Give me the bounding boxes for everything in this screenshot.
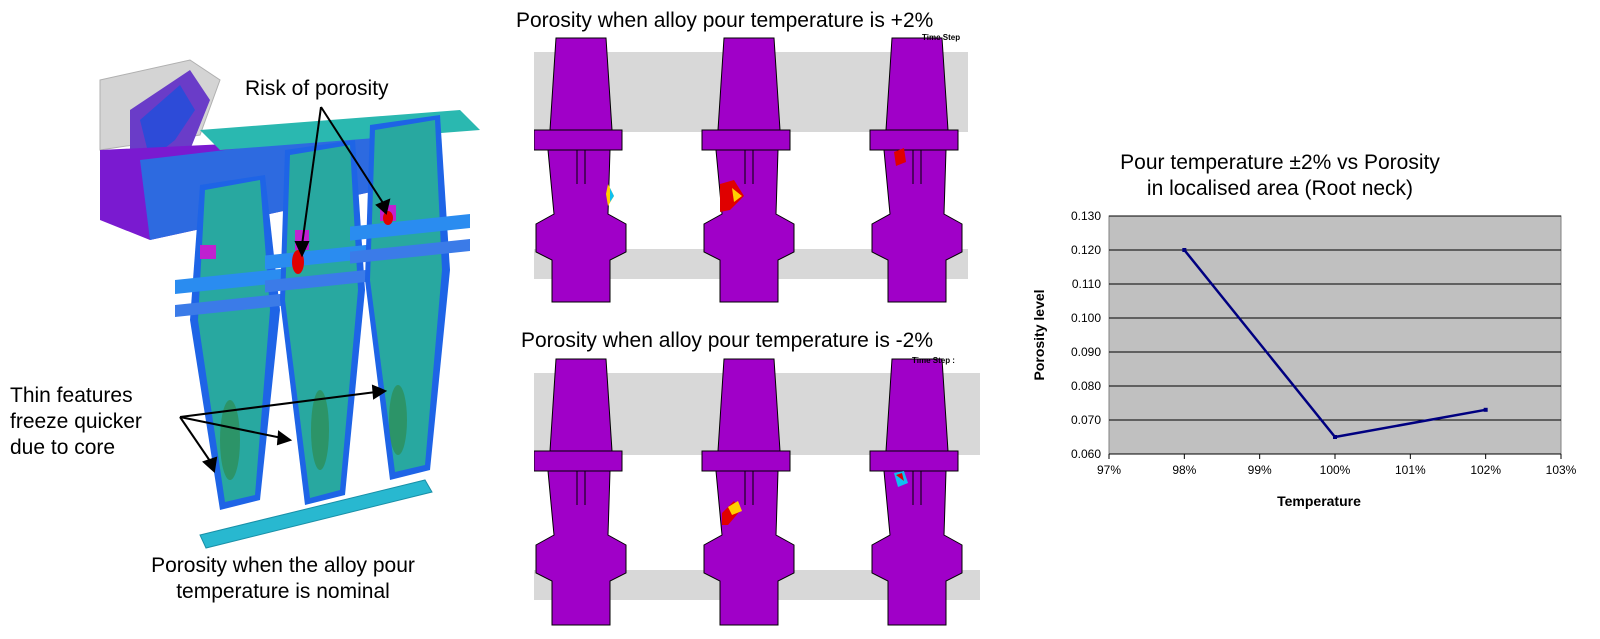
- nominal-caption-line2: temperature is nominal: [176, 580, 390, 603]
- risk-of-porosity-label: Risk of porosity: [245, 77, 389, 100]
- x-tick-label: 97%: [1097, 463, 1121, 477]
- data-point: [1483, 407, 1488, 412]
- thin-features-line3: due to core: [10, 436, 116, 459]
- y-tick-label: 0.110: [1072, 277, 1101, 291]
- thin-features-label: Thin features freeze quicker due to core: [10, 383, 142, 461]
- x-tick-label: 103%: [1546, 463, 1577, 477]
- nominal-caption-line1: Porosity when the alloy pour: [151, 554, 415, 577]
- y-tick-label: 0.080: [1071, 379, 1101, 393]
- x-tick-label: 101%: [1395, 463, 1426, 477]
- thin-features-line2: freeze quicker: [10, 410, 142, 433]
- plot-area: [1108, 215, 1562, 455]
- y-tick-label: 0.100: [1071, 311, 1101, 325]
- nominal-caption: Porosity when the alloy pour temperature…: [118, 553, 448, 605]
- y-tick-label: 0.070: [1071, 413, 1101, 427]
- y-tick-label: 0.060: [1071, 447, 1101, 461]
- y-tick-labels: 0.060 0.070 0.080 0.090 0.100 0.110 0.120 0.130: [1071, 209, 1101, 461]
- x-tick-label: 98%: [1172, 463, 1196, 477]
- x-tick-label: 99%: [1248, 463, 1272, 477]
- porosity-spot: [728, 501, 742, 515]
- porosity-spot: [383, 211, 393, 225]
- porosity-spot: [720, 180, 744, 212]
- y-axis-label: Porosity level: [1031, 289, 1047, 380]
- data-point: [1333, 435, 1337, 439]
- casting-render-nominal: [99, 59, 480, 549]
- chart-title-line1: Pour temperature ±2% vs Porosity: [1120, 151, 1440, 174]
- porosity-spot: [896, 473, 904, 481]
- blade-sections-plus2: Time Step: [534, 34, 968, 304]
- chart-title: Pour temperature ±2% vs Porosity in loca…: [1060, 150, 1500, 202]
- porosity-spot: [610, 188, 614, 202]
- time-step-label: Time Step :: [912, 356, 955, 365]
- y-tick-label: 0.120: [1071, 243, 1101, 257]
- minus2-title: Porosity when alloy pour temperature is …: [521, 329, 934, 352]
- series-points: [1182, 248, 1488, 439]
- chart-title-line2: in localised area (Root neck): [1146, 177, 1414, 200]
- blade-sections-minus2: Time Step :: [534, 355, 980, 627]
- porosity-spot: [292, 250, 304, 274]
- thin-features-line1: Thin features: [10, 384, 133, 407]
- plus2-title: Porosity when alloy pour temperature is …: [516, 9, 934, 32]
- y-tick-label: 0.130: [1071, 209, 1101, 223]
- x-axis-label: Temperature: [1277, 493, 1361, 509]
- y-tick-label: 0.090: [1071, 345, 1101, 359]
- x-tick-label: 102%: [1470, 463, 1501, 477]
- x-tick-label: 100%: [1320, 463, 1351, 477]
- porosity-spot: [732, 188, 742, 202]
- porosity-line-chart: 0.060 0.070 0.080 0.090 0.100 0.110 0.120 0.130…: [1031, 209, 1577, 509]
- time-step-label: Time Step: [922, 34, 960, 42]
- porosity-spot: [894, 148, 906, 166]
- data-point: [1182, 248, 1187, 252]
- x-tick-labels: 97% 98% 99% 100% 101% 102% 103%: [1097, 454, 1577, 477]
